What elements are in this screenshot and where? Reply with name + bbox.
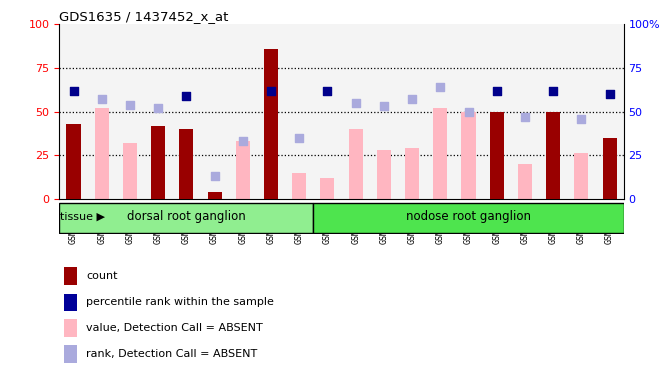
Point	[519, 114, 530, 120]
Bar	[64, 294, 77, 311]
Point	[435, 84, 446, 90]
Bar	[201, 24, 228, 199]
Point	[294, 135, 304, 141]
Bar	[59, 24, 88, 199]
Point	[492, 88, 502, 94]
Bar	[314, 24, 342, 199]
Bar	[433, 108, 447, 199]
Point	[209, 173, 220, 179]
Bar	[94, 108, 109, 199]
Point	[407, 96, 417, 102]
Bar	[116, 24, 144, 199]
Bar	[370, 24, 398, 199]
Bar	[348, 129, 363, 199]
Text: count: count	[86, 271, 118, 281]
Bar	[257, 24, 285, 199]
Bar	[228, 24, 257, 199]
Bar	[398, 24, 426, 199]
Bar	[482, 24, 511, 199]
Point	[322, 88, 333, 94]
Bar	[511, 24, 539, 199]
Point	[350, 100, 361, 106]
Bar	[151, 126, 165, 199]
Text: dorsal root ganglion: dorsal root ganglion	[127, 210, 246, 224]
Bar	[574, 153, 589, 199]
Bar	[59, 203, 314, 232]
Bar	[461, 112, 476, 199]
Bar	[292, 172, 306, 199]
Text: percentile rank within the sample: percentile rank within the sample	[86, 297, 274, 307]
Text: GDS1635 / 1437452_x_at: GDS1635 / 1437452_x_at	[59, 10, 229, 23]
Bar	[595, 24, 624, 199]
Bar	[603, 138, 616, 199]
Bar	[454, 24, 482, 199]
Bar	[377, 150, 391, 199]
Bar	[88, 24, 116, 199]
Point	[605, 91, 615, 97]
Point	[266, 88, 277, 94]
Point	[181, 93, 191, 99]
Bar	[314, 203, 624, 232]
Point	[576, 116, 587, 122]
Bar	[320, 178, 335, 199]
Bar	[264, 49, 278, 199]
Bar	[490, 112, 504, 199]
Point	[153, 105, 164, 111]
Bar	[180, 129, 193, 199]
Point	[68, 88, 79, 94]
Bar	[64, 319, 77, 337]
Bar	[123, 143, 137, 199]
Bar	[207, 192, 222, 199]
Point	[548, 88, 558, 94]
Bar	[67, 124, 81, 199]
Point	[238, 138, 248, 144]
Text: tissue ▶: tissue ▶	[59, 212, 105, 222]
Point	[463, 109, 474, 115]
Bar	[426, 24, 454, 199]
Bar	[546, 112, 560, 199]
Bar	[539, 24, 568, 199]
Bar	[172, 24, 201, 199]
Bar	[144, 24, 172, 199]
Text: value, Detection Call = ABSENT: value, Detection Call = ABSENT	[86, 322, 263, 333]
Text: nodose root ganglion: nodose root ganglion	[406, 210, 531, 224]
Bar	[342, 24, 370, 199]
Bar	[518, 164, 532, 199]
Text: rank, Detection Call = ABSENT: rank, Detection Call = ABSENT	[86, 349, 257, 359]
Point	[125, 102, 135, 108]
Bar	[64, 267, 77, 285]
Bar	[285, 24, 314, 199]
Bar	[567, 24, 595, 199]
Bar	[236, 141, 250, 199]
Point	[96, 96, 107, 102]
Point	[379, 104, 389, 110]
Bar	[405, 148, 419, 199]
Bar	[64, 345, 77, 363]
